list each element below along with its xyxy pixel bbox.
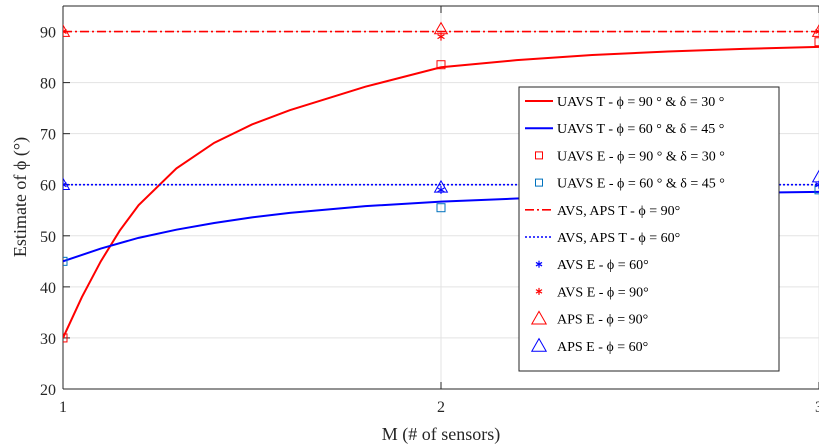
legend-item: AVS E - ϕ = 90° bbox=[535, 285, 649, 300]
legend-swatch bbox=[535, 178, 543, 187]
legend-swatch bbox=[535, 260, 543, 268]
data-point-9 bbox=[63, 24, 71, 37]
legend-item: APS E - ϕ = 60° bbox=[530, 337, 648, 355]
x-axis-label: M (# of sensors) bbox=[382, 424, 501, 445]
legend-label: UAVS E - ϕ = 90 ° & δ = 30 ° bbox=[557, 149, 725, 164]
data-point-9 bbox=[433, 21, 449, 35]
legend-item: APS E - ϕ = 90° bbox=[530, 310, 648, 328]
legend-label: UAVS T - ϕ = 90 ° & δ = 30 ° bbox=[557, 95, 724, 110]
legend-item: UAVS T - ϕ = 90 ° & δ = 30 ° bbox=[525, 95, 724, 110]
legend-label: APS E - ϕ = 90° bbox=[557, 313, 648, 328]
data-point-7 bbox=[63, 180, 67, 189]
data-point-3 bbox=[63, 333, 68, 343]
y-tick-label: 90 bbox=[40, 25, 56, 42]
y-tick-label: 50 bbox=[40, 229, 56, 246]
data-point-10 bbox=[433, 179, 449, 193]
data-point-4 bbox=[436, 203, 446, 213]
legend-label: AVS E - ϕ = 60° bbox=[557, 258, 649, 273]
data-point-10 bbox=[63, 177, 71, 191]
legend-swatch bbox=[535, 287, 543, 295]
y-tick-label: 20 bbox=[40, 382, 56, 399]
y-tick-label: 70 bbox=[40, 127, 56, 144]
legend-item: UAVS T - ϕ = 60 ° & δ = 45 ° bbox=[525, 122, 724, 137]
data-point-3 bbox=[814, 37, 819, 47]
data-point-7 bbox=[815, 180, 819, 189]
data-point-8 bbox=[63, 27, 67, 36]
legend-item: UAVS E - ϕ = 90 ° & δ = 30 ° bbox=[535, 149, 725, 164]
legend-item: AVS E - ϕ = 60° bbox=[535, 258, 649, 273]
data-point-9 bbox=[811, 24, 819, 37]
y-tick-label: 30 bbox=[40, 331, 56, 348]
data-point-4 bbox=[814, 185, 819, 195]
legend-label: AVS, APS T - ϕ = 90° bbox=[557, 204, 680, 219]
legend-label: AVS E - ϕ = 90° bbox=[557, 285, 649, 300]
x-tick-label: 3 bbox=[815, 399, 819, 416]
data-point-3 bbox=[436, 60, 446, 70]
x-tick-label: 2 bbox=[437, 399, 445, 416]
legend-label: AVS, APS T - ϕ = 60° bbox=[557, 231, 680, 246]
legend-item: AVS, APS T - ϕ = 60° bbox=[525, 231, 680, 246]
legend: UAVS T - ϕ = 90 ° & δ = 30 ° UAVS T - ϕ =… bbox=[518, 86, 780, 372]
legend-box bbox=[518, 86, 780, 372]
legend-item: UAVS E - ϕ = 60 ° & δ = 45 ° bbox=[535, 177, 725, 192]
legend-swatch bbox=[530, 310, 548, 325]
legend-swatch bbox=[530, 337, 548, 352]
legend-label: UAVS E - ϕ = 60 ° & δ = 45 ° bbox=[557, 177, 725, 192]
data-point-4 bbox=[63, 256, 68, 266]
y-tick-label: 80 bbox=[40, 76, 56, 93]
tick-labels: 20 30 40 50 60 70 80 90 1 2 3 bbox=[40, 25, 819, 416]
legend-label: UAVS T - ϕ = 60 ° & δ = 45 ° bbox=[557, 122, 724, 137]
y-axis-label: Estimate of ϕ (°) bbox=[10, 137, 31, 257]
x-tick-label: 1 bbox=[59, 399, 67, 416]
data-point-8 bbox=[815, 27, 819, 36]
y-tick-label: 40 bbox=[40, 280, 56, 297]
data-point-10 bbox=[811, 169, 819, 183]
legend-label: APS E - ϕ = 60° bbox=[557, 340, 648, 355]
y-tick-label: 60 bbox=[40, 178, 56, 195]
legend-item: AVS, APS T - ϕ = 90° bbox=[525, 204, 680, 219]
legend-swatch bbox=[535, 151, 543, 160]
